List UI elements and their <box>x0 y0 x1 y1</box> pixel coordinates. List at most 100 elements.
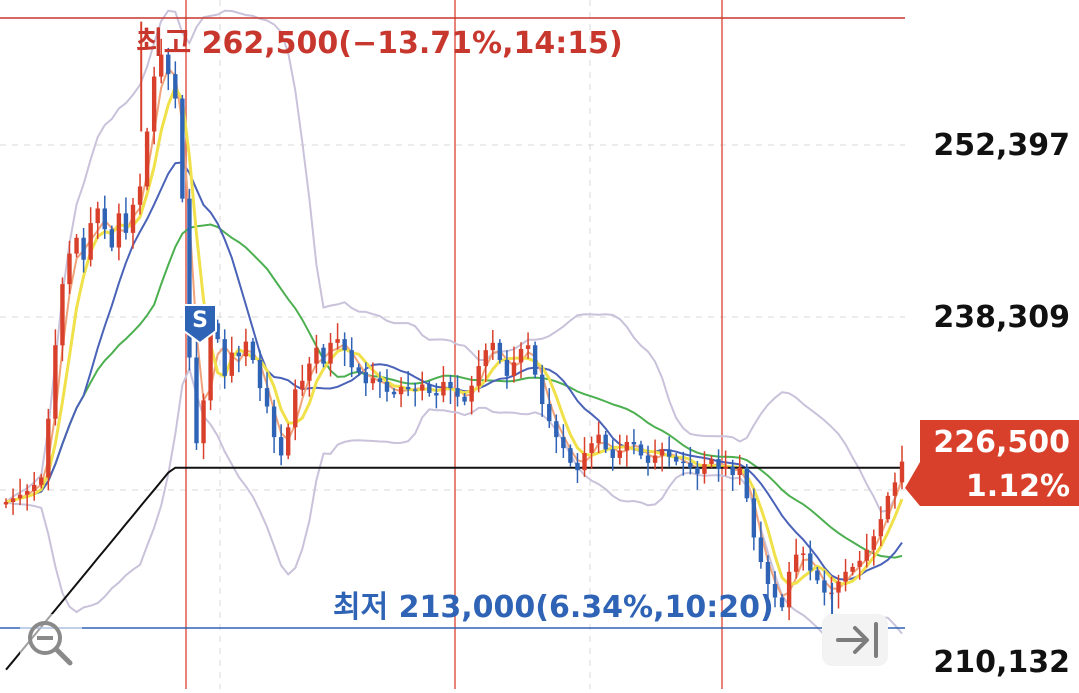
candle-body <box>24 490 30 495</box>
price-axis-tick-label: 238,309 <box>933 300 1070 335</box>
scroll-to-latest-button[interactable] <box>822 614 888 666</box>
candle-body <box>420 384 425 391</box>
candle-body <box>709 459 714 465</box>
candle-body <box>321 347 326 364</box>
sell-signal-marker[interactable]: S <box>183 304 217 345</box>
price-axis-tick-label: 252,397 <box>933 128 1070 163</box>
candle-body <box>250 341 256 360</box>
candle-body <box>328 342 333 364</box>
candle-body <box>554 421 559 438</box>
candle-body <box>504 359 510 376</box>
candle-body <box>815 570 820 581</box>
candle-body <box>497 342 503 360</box>
candle-body <box>716 459 721 469</box>
moving-average-line <box>5 161 903 581</box>
candle-body <box>257 359 263 389</box>
current-price-tag: 226,500 1.12% <box>905 420 1079 506</box>
candle-body <box>561 437 566 449</box>
candle-body <box>3 501 9 505</box>
candle-body <box>81 237 86 260</box>
candle-body <box>476 366 481 386</box>
bollinger-upper-line <box>5 9 903 513</box>
candle-body <box>850 566 855 572</box>
high-price-label: 최고 262,500(−13.71%,14:15) <box>136 26 623 61</box>
candle-body <box>342 339 347 351</box>
candle-body <box>123 213 129 233</box>
price-axis-tick-label: 210,132 <box>933 645 1070 680</box>
candle-body <box>448 382 453 389</box>
candle-body <box>568 448 573 463</box>
candle-body <box>109 229 115 248</box>
candle-body <box>293 389 298 428</box>
candle-body <box>307 363 312 381</box>
candle-body <box>74 237 79 254</box>
candle-body <box>779 597 785 608</box>
candle-body <box>102 208 107 230</box>
candle-body <box>264 388 270 407</box>
candle-body <box>652 455 658 463</box>
candle-body <box>88 223 93 260</box>
candle-body <box>173 74 178 99</box>
grid <box>0 0 905 689</box>
candle-body <box>645 455 651 463</box>
candle-body <box>589 443 594 454</box>
candle-body <box>144 131 150 187</box>
candle-body <box>878 519 884 537</box>
candle-body <box>300 380 305 390</box>
candle-body <box>356 367 361 373</box>
candle-body <box>681 461 686 464</box>
candle-body <box>751 498 757 538</box>
candle-body <box>180 98 185 199</box>
candle-body <box>688 462 693 468</box>
candle-body <box>391 391 397 395</box>
candle-body <box>243 341 249 357</box>
candle-body <box>674 456 679 462</box>
candle-body <box>808 553 813 571</box>
candle-body <box>638 444 644 456</box>
sell-signal-badge[interactable] <box>183 304 217 345</box>
candle-body <box>885 495 891 520</box>
candles <box>3 21 905 627</box>
candle-body <box>151 76 157 132</box>
candle-body <box>116 213 122 248</box>
candle-body <box>610 449 615 458</box>
candle-body <box>469 385 474 402</box>
candle-body <box>314 347 319 364</box>
scroll-to-latest-icon <box>836 622 878 658</box>
candle-body <box>547 404 552 422</box>
candle-body <box>631 441 637 445</box>
candle-body <box>786 571 792 608</box>
session-dividers <box>185 0 723 689</box>
candle-body <box>666 449 672 457</box>
candle-body <box>335 339 340 343</box>
zoom-out-button[interactable] <box>20 614 82 670</box>
long-moving-average-line <box>5 466 902 671</box>
candle-body <box>32 484 37 491</box>
candle-body <box>441 382 446 396</box>
candle-body <box>377 378 383 383</box>
candle-body <box>208 323 213 401</box>
candle-body <box>765 561 771 585</box>
moving-average-line <box>5 66 903 598</box>
candle-body <box>836 581 841 593</box>
moving-average-line <box>5 223 903 559</box>
candle-body <box>130 204 136 233</box>
candle-body <box>427 384 432 394</box>
candle-body <box>532 345 538 375</box>
candle-body <box>575 462 580 471</box>
candle-body <box>412 389 418 391</box>
low-price-label: 최저 213,000(6.34%,10:20) <box>333 590 774 625</box>
candle-body <box>772 584 778 598</box>
candle-body <box>222 339 227 376</box>
candle-body <box>744 467 749 499</box>
candle-body <box>822 580 827 593</box>
price-axis: 252,397 238,309 210,132 <box>933 128 1070 680</box>
candle-body <box>871 536 876 550</box>
candle-body <box>857 560 862 567</box>
candle-body <box>159 54 164 77</box>
candle-body <box>17 494 23 499</box>
candle-body <box>483 350 488 367</box>
extreme-markers: 최고 262,500(−13.71%,14:15) 최저 213,000(6.3… <box>0 17 905 629</box>
